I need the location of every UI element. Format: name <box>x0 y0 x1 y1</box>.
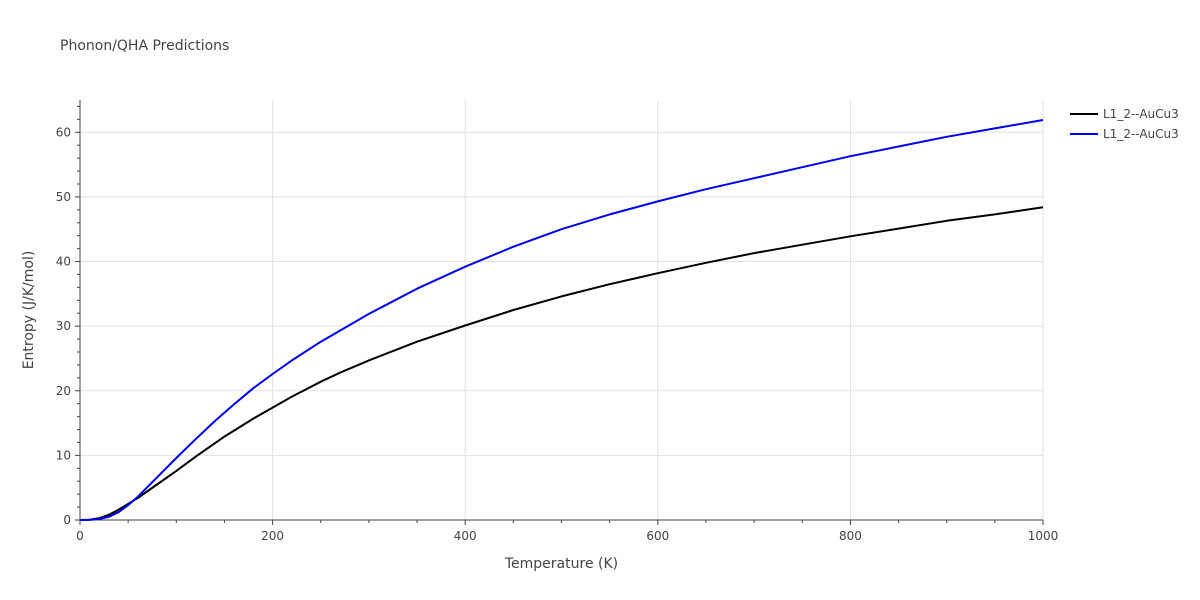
y-tick-label: 40 <box>56 255 71 269</box>
x-axis-title: Temperature (K) <box>504 556 618 572</box>
x-tick-label: 1000 <box>1028 529 1059 543</box>
legend-label[interactable]: L1_2--AuCu3 <box>1103 127 1179 141</box>
chart-title: Phonon/QHA Predictions <box>60 38 229 54</box>
y-tick-label: 0 <box>63 513 71 527</box>
x-tick-label: 600 <box>646 529 669 543</box>
series-line-2[interactable] <box>79 119 1044 521</box>
y-tick-label: 10 <box>56 448 71 462</box>
y-tick-label: 60 <box>56 125 71 139</box>
x-tick-label: 0 <box>76 529 84 543</box>
legend[interactable]: L1_2--AuCu3 L1_2--AuCu3 <box>1070 107 1179 141</box>
x-tick-label: 800 <box>839 529 862 543</box>
x-tick-label: 400 <box>454 529 477 543</box>
plot-area[interactable] <box>79 119 1044 521</box>
y-tick-label: 30 <box>56 319 71 333</box>
axes: 0 200 400 600 800 1000 0 10 20 30 40 50 60 <box>56 100 1059 543</box>
y-tick-label: 50 <box>56 190 71 204</box>
y-axis-title: Entropy (J/K/mol) <box>21 251 37 370</box>
y-tick-label: 20 <box>56 384 71 398</box>
x-tick-label: 200 <box>261 529 284 543</box>
grid <box>80 100 1044 520</box>
series-line-1[interactable] <box>79 206 1044 521</box>
legend-label[interactable]: L1_2--AuCu3 <box>1103 107 1179 121</box>
